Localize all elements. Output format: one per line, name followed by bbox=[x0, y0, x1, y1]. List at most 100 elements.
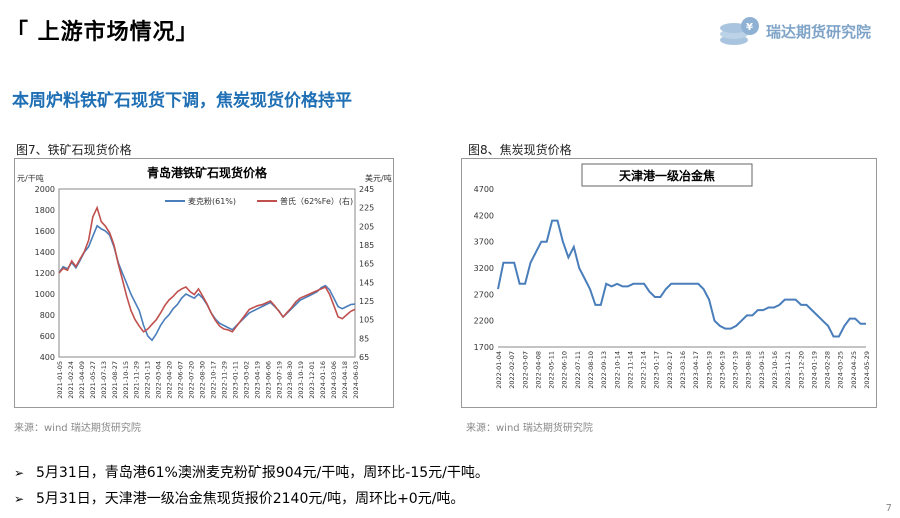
y-tick-label: 2200 bbox=[474, 317, 494, 326]
y-tick-label-left: 1600 bbox=[35, 227, 55, 236]
x-tick-label: 2024-05-29 bbox=[863, 351, 871, 389]
y-tick-label-left: 800 bbox=[40, 311, 55, 320]
x-tick-label: 2023-08-18 bbox=[745, 351, 753, 389]
y-axis-right-unit: 美元/吨 bbox=[365, 173, 392, 183]
y-tick-label: 4200 bbox=[474, 211, 494, 220]
y-tick-label-right: 185 bbox=[359, 241, 374, 250]
ore-source-note: 来源：wind 瑞达期货研究院 bbox=[14, 423, 141, 434]
x-tick-label: 2024-01-16 bbox=[319, 361, 327, 399]
x-tick-label: 2023-09-15 bbox=[758, 351, 766, 389]
coke-chart-frame: 天津港一级冶金焦 1700 2200 2700 3200 3700 4200 4700 2022… bbox=[461, 158, 877, 408]
x-tick-label: 2022-07-20 bbox=[188, 361, 196, 399]
x-tick-label: 2024-06-03 bbox=[352, 361, 360, 399]
x-tick-label: 2021-04-09 bbox=[78, 361, 86, 399]
brand-logo: ¥ 瑞达期货研究院 bbox=[716, 10, 888, 50]
series-line-coke bbox=[497, 219, 866, 338]
y-tick-label-left: 1800 bbox=[35, 206, 55, 215]
x-tick-label: 2022-04-20 bbox=[166, 361, 174, 399]
x-tick-label: 2023-10-16 bbox=[771, 351, 779, 389]
y-tick-label-left: 1200 bbox=[35, 269, 55, 278]
x-tick-label: 2024-04-25 bbox=[850, 351, 858, 389]
y-tick-label-left: 1000 bbox=[35, 290, 55, 299]
y-tick-label-left: 1400 bbox=[35, 248, 55, 257]
x-tick-label: 2023-01-17 bbox=[653, 351, 661, 389]
y-tick-label: 1700 bbox=[474, 343, 494, 352]
x-tick-label: 2022-11-29 bbox=[220, 361, 228, 399]
y-tick-label-right: 85 bbox=[359, 334, 369, 343]
y-tick-label: 4700 bbox=[474, 185, 494, 194]
x-tick-label: 2022-02-07 bbox=[508, 351, 516, 389]
chart-title: 天津港一级冶金焦 bbox=[619, 168, 715, 183]
legend-label-pushi: 普氏（62%Fe）(右) bbox=[280, 196, 353, 206]
x-tick-label: 2021-05-27 bbox=[89, 361, 97, 399]
chart-caption-ore: 图7、铁矿石现货价格 bbox=[16, 143, 132, 157]
x-tick-label: 2024-02-28 bbox=[824, 351, 832, 389]
x-tick-label: 2024-03-06 bbox=[330, 361, 338, 399]
coke-source-note: 来源：wind 瑞达期货研究院 bbox=[466, 423, 593, 434]
x-tick-label: 2023-07-19 bbox=[732, 351, 740, 389]
y-tick-label-right: 105 bbox=[359, 316, 374, 325]
y-tick-label-right: 205 bbox=[359, 222, 374, 231]
x-tick-label: 2022-07-11 bbox=[574, 351, 582, 389]
chart-title-box bbox=[581, 163, 753, 187]
x-tick-label: 2023-05-19 bbox=[705, 351, 713, 389]
x-tick-label: 2023-10-19 bbox=[297, 361, 305, 399]
x-tick-label: 2021-01-05 bbox=[56, 361, 64, 399]
x-tick-label: 2022-11-14 bbox=[626, 351, 634, 389]
coins-icon: ¥ bbox=[720, 17, 759, 45]
x-tick-label: 2021-07-13 bbox=[100, 361, 108, 399]
legend-label-maike: 麦克粉(61%) bbox=[188, 196, 236, 206]
x-tick-label: 2021-08-27 bbox=[111, 361, 119, 399]
x-tick-label: 2023-04-17 bbox=[692, 351, 700, 389]
x-tick-label: 2021-10-15 bbox=[122, 361, 130, 399]
x-tick-label: 2024-03-25 bbox=[837, 351, 845, 389]
arrow-bullet-icon: ➢ bbox=[14, 492, 25, 506]
x-tick-label: 2023-02-17 bbox=[666, 351, 674, 389]
y-tick-label: 3200 bbox=[474, 264, 494, 273]
x-tick-label: 2022-10-17 bbox=[209, 361, 217, 399]
chart-title: 青岛港铁矿石现货价格 bbox=[147, 165, 268, 180]
y-tick-label-right: 225 bbox=[359, 204, 374, 213]
x-tick-label: 2022-08-30 bbox=[199, 361, 207, 399]
y-tick-label-right: 125 bbox=[359, 297, 374, 306]
x-tick-label: 2022-08-10 bbox=[587, 351, 595, 389]
x-tick-label: 2022-04-08 bbox=[534, 351, 542, 389]
summary-bullet-text: 5月31日，青岛港61%澳洲麦克粉矿报904元/干吨，周环比-15元/干吨。 bbox=[36, 465, 489, 481]
x-tick-label: 2023-11-21 bbox=[784, 351, 792, 389]
x-tick-label: 2022-06-10 bbox=[561, 351, 569, 389]
y-tick-label-left: 2000 bbox=[35, 185, 55, 194]
x-tick-label: 2023-06-19 bbox=[718, 351, 726, 389]
x-tick-label: 2021-11-29 bbox=[133, 361, 141, 399]
coke-price-chart: 天津港一级冶金焦 1700 2200 2700 3200 3700 4200 4700 2022… bbox=[474, 163, 871, 389]
y-tick-label-right: 165 bbox=[359, 260, 374, 269]
x-tick-label: 2022-12-14 bbox=[640, 351, 648, 389]
x-tick-label: 2023-01-11 bbox=[231, 361, 239, 399]
y-tick-label: 2700 bbox=[474, 290, 494, 299]
x-tick-label: 2024-01-19 bbox=[810, 351, 818, 389]
x-tick-label: 2022-05-11 bbox=[548, 351, 556, 389]
y-axis-left-unit: 元/干吨 bbox=[17, 173, 44, 183]
x-tick-label: 2024-04-18 bbox=[341, 361, 349, 399]
brand-name: 瑞达期货研究院 bbox=[766, 23, 872, 41]
x-tick-label: 2022-01-04 bbox=[495, 351, 503, 389]
x-tick-label: 2023-04-19 bbox=[253, 361, 261, 399]
x-tick-label: 2022-06-07 bbox=[177, 361, 185, 399]
x-tick-label: 2022-03-04 bbox=[155, 361, 163, 399]
series-line-pushi bbox=[58, 205, 356, 333]
svg-text:¥: ¥ bbox=[746, 22, 753, 33]
y-tick-label-left: 400 bbox=[40, 353, 55, 362]
summary-bullet: ➢ 5月31日，青岛港61%澳洲麦克粉矿报904元/干吨，周环比-15元/干吨。 bbox=[14, 460, 489, 486]
x-tick-label: 2023-12-01 bbox=[308, 361, 316, 399]
plot-area bbox=[58, 188, 356, 358]
x-tick-label: 2022-03-07 bbox=[521, 351, 529, 389]
y-tick-label-right: 145 bbox=[359, 278, 374, 287]
section-subtitle: 本周炉料铁矿石现货下调，焦炭现货价格持平 bbox=[12, 91, 352, 111]
arrow-bullet-icon: ➢ bbox=[14, 466, 25, 480]
x-tick-label: 2023-03-02 bbox=[242, 361, 250, 399]
summary-bullets: ➢ 5月31日，青岛港61%澳洲麦克粉矿报904元/干吨，周环比-15元/干吨。 … bbox=[14, 460, 489, 512]
x-tick-label: 2023-03-16 bbox=[679, 351, 687, 389]
x-tick-label: 2023-12-20 bbox=[797, 351, 805, 389]
summary-bullet: ➢ 5月31日，天津港一级冶金焦现货报价2140元/吨，周环比+0元/吨。 bbox=[14, 486, 489, 512]
summary-bullet-text: 5月31日，天津港一级冶金焦现货报价2140元/吨，周环比+0元/吨。 bbox=[36, 491, 465, 507]
y-tick-label: 3700 bbox=[474, 238, 494, 247]
